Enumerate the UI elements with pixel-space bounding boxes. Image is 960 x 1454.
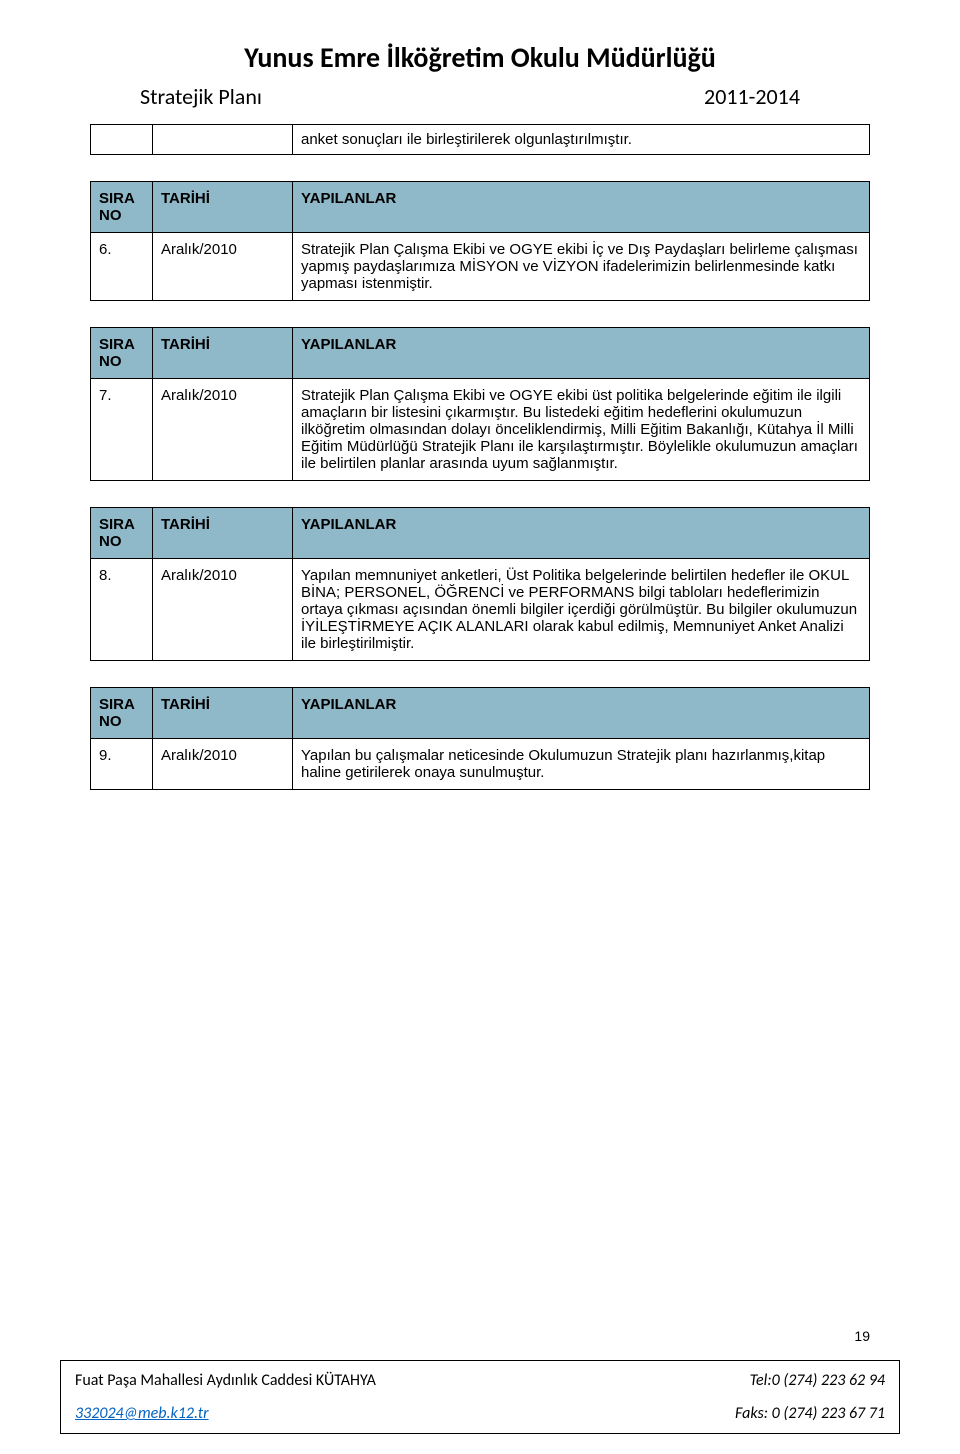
table-header-row: SIRA NO TARİHİ YAPILANLAR	[91, 182, 870, 233]
table-row: 7. Aralık/2010 Stratejik Plan Çalışma Ek…	[91, 379, 870, 481]
footer-fax: Faks: 0 (274) 223 67 71	[735, 1404, 885, 1423]
footer-box: Fuat Paşa Mahallesi Aydınlık Caddesi KÜT…	[60, 1360, 900, 1434]
section-table-8: SIRA NO TARİHİ YAPILANLAR 8. Aralık/2010…	[90, 507, 870, 661]
col-header-desc: YAPILANLAR	[293, 688, 870, 739]
cell-no: 8.	[91, 559, 153, 661]
cell-date: Aralık/2010	[153, 233, 293, 301]
subtitle-left: Stratejik Planı	[140, 83, 262, 110]
col-header-no: SIRA NO	[91, 688, 153, 739]
section-table-7: SIRA NO TARİHİ YAPILANLAR 7. Aralık/2010…	[90, 327, 870, 481]
col-header-desc: YAPILANLAR	[293, 508, 870, 559]
intro-cell-text: anket sonuçları ile birleştirilerek olgu…	[293, 125, 870, 155]
table-header-row: SIRA NO TARİHİ YAPILANLAR	[91, 508, 870, 559]
col-header-desc: YAPILANLAR	[293, 328, 870, 379]
table-row: 6. Aralık/2010 Stratejik Plan Çalışma Ek…	[91, 233, 870, 301]
intro-cell-empty	[91, 125, 153, 155]
cell-date: Aralık/2010	[153, 739, 293, 790]
cell-no: 7.	[91, 379, 153, 481]
page-number: 19	[854, 1328, 870, 1344]
section-table-6: SIRA NO TARİHİ YAPILANLAR 6. Aralık/2010…	[90, 181, 870, 301]
col-header-no: SIRA NO	[91, 508, 153, 559]
table-row: 9. Aralık/2010 Yapılan bu çalışmalar net…	[91, 739, 870, 790]
table-row: 8. Aralık/2010 Yapılan memnuniyet anketl…	[91, 559, 870, 661]
col-header-date: TARİHİ	[153, 328, 293, 379]
cell-desc: Stratejik Plan Çalışma Ekibi ve OGYE eki…	[293, 233, 870, 301]
section-table-9: SIRA NO TARİHİ YAPILANLAR 9. Aralık/2010…	[90, 687, 870, 790]
cell-desc: Yapılan bu çalışmalar neticesinde Okulum…	[293, 739, 870, 790]
page-title: Yunus Emre İlköğretim Okulu Müdürlüğü	[90, 40, 870, 75]
cell-date: Aralık/2010	[153, 559, 293, 661]
page-subtitle-row: Stratejik Planı 2011-2014	[90, 83, 870, 110]
table-row: anket sonuçları ile birleştirilerek olgu…	[91, 125, 870, 155]
footer-tel: Tel:0 (274) 223 62 94	[750, 1371, 885, 1390]
col-header-no: SIRA NO	[91, 328, 153, 379]
col-header-no: SIRA NO	[91, 182, 153, 233]
footer-line-1: Fuat Paşa Mahallesi Aydınlık Caddesi KÜT…	[75, 1371, 885, 1390]
cell-desc: Stratejik Plan Çalışma Ekibi ve OGYE eki…	[293, 379, 870, 481]
footer-email: 332024@meb.k12.tr	[75, 1404, 209, 1423]
footer-address: Fuat Paşa Mahallesi Aydınlık Caddesi KÜT…	[75, 1371, 376, 1390]
page-container: Yunus Emre İlköğretim Okulu Müdürlüğü St…	[0, 0, 960, 1454]
intro-table: anket sonuçları ile birleştirilerek olgu…	[90, 124, 870, 155]
table-header-row: SIRA NO TARİHİ YAPILANLAR	[91, 688, 870, 739]
table-header-row: SIRA NO TARİHİ YAPILANLAR	[91, 328, 870, 379]
col-header-desc: YAPILANLAR	[293, 182, 870, 233]
col-header-date: TARİHİ	[153, 182, 293, 233]
cell-desc: Yapılan memnuniyet anketleri, Üst Politi…	[293, 559, 870, 661]
col-header-date: TARİHİ	[153, 688, 293, 739]
cell-no: 9.	[91, 739, 153, 790]
cell-date: Aralık/2010	[153, 379, 293, 481]
subtitle-right: 2011-2014	[704, 83, 800, 110]
cell-no: 6.	[91, 233, 153, 301]
footer-line-2: 332024@meb.k12.tr Faks: 0 (274) 223 67 7…	[75, 1404, 885, 1423]
col-header-date: TARİHİ	[153, 508, 293, 559]
intro-cell-empty	[153, 125, 293, 155]
